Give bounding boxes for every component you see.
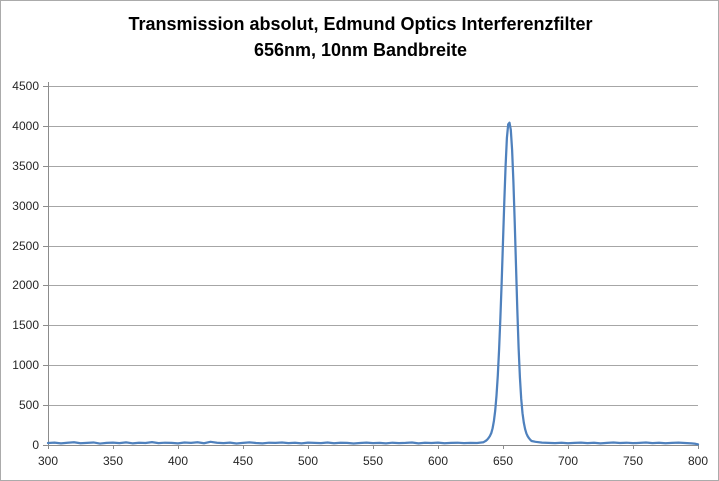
x-axis-label: 700 (558, 454, 578, 468)
x-axis-label: 800 (688, 454, 708, 468)
x-axis-label: 550 (363, 454, 383, 468)
x-axis-label: 500 (298, 454, 318, 468)
y-axis-label: 3000 (12, 199, 39, 213)
y-axis-label: 1500 (12, 318, 39, 332)
x-axis-label: 450 (233, 454, 253, 468)
y-axis-label: 4500 (12, 79, 39, 93)
chart-title-line1: Transmission absolut, Edmund Optics Inte… (128, 14, 593, 34)
y-axis-label: 4000 (12, 119, 39, 133)
chart-title: Transmission absolut, Edmund Optics Inte… (1, 11, 718, 63)
x-axis-label: 350 (103, 454, 123, 468)
y-axis-label: 3500 (12, 159, 39, 173)
series-line (46, 121, 700, 446)
y-axis-label: 2000 (12, 278, 39, 292)
x-axis-label: 650 (493, 454, 513, 468)
x-axis-label: 750 (623, 454, 643, 468)
chart-title-line2: 656nm, 10nm Bandbreite (253, 40, 468, 60)
x-axis-label: 300 (38, 454, 58, 468)
y-axis-label: 1000 (12, 358, 39, 372)
y-axis-label: 0 (32, 438, 39, 452)
y-axis-label: 2500 (12, 239, 39, 253)
x-axis-label: 400 (168, 454, 188, 468)
x-axis-label: 600 (428, 454, 448, 468)
y-axis-label: 500 (19, 398, 39, 412)
